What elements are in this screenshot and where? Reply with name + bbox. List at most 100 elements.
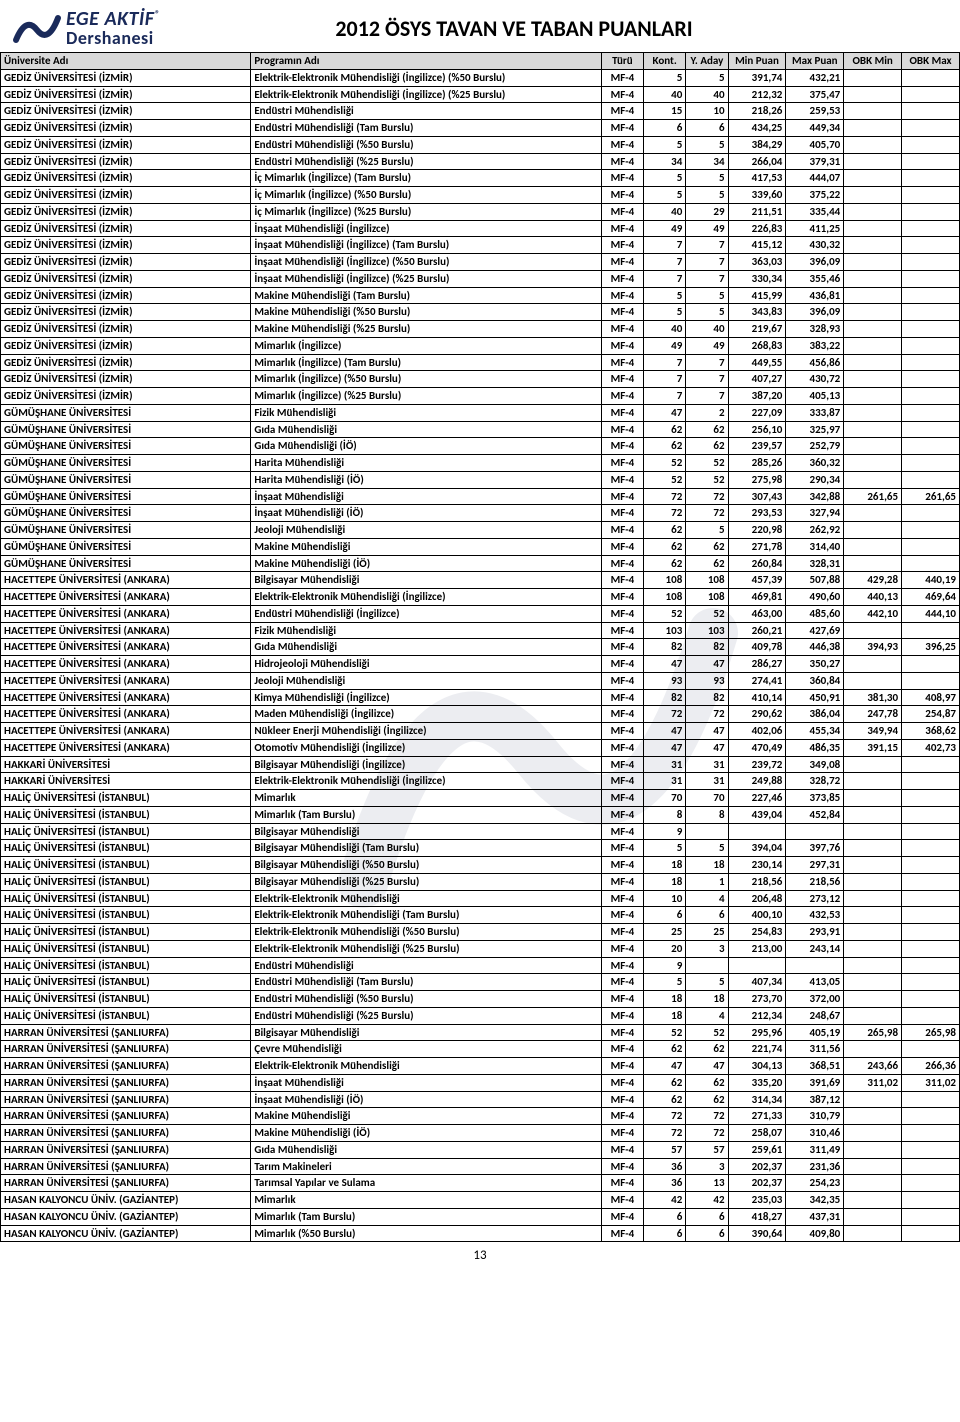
table-cell: 72 [644,488,686,505]
table-cell [902,773,960,790]
table-cell: 339,60 [728,187,786,204]
table-cell: 212,32 [728,86,786,103]
table-cell: HALİÇ ÜNİVERSİTESİ (İSTANBUL) [1,940,251,957]
table-cell: MF-4 [601,672,643,689]
table-cell: Elektrik-Elektronik Mühendisliği (%25 Bu… [251,940,601,957]
table-cell: 18 [644,991,686,1008]
table-row: GEDİZ ÜNİVERSİTESİ (İZMİR)Makine Mühendi… [1,304,960,321]
table-cell [902,873,960,890]
table-cell: 418,27 [728,1208,786,1225]
table-cell: 227,46 [728,790,786,807]
table-cell: HACETTEPE ÜNİVERSİTESİ (ANKARA) [1,622,251,639]
table-cell: Tarım Makineleri [251,1158,601,1175]
table-cell: 440,13 [844,589,902,606]
table-cell: 439,04 [728,806,786,823]
table-cell: 5 [644,170,686,187]
table-cell: 391,74 [728,69,786,86]
table-cell: HACETTEPE ÜNİVERSİTESİ (ANKARA) [1,589,251,606]
table-cell [844,455,902,472]
table-cell: 297,31 [786,857,844,874]
table-cell: HACETTEPE ÜNİVERSİTESİ (ANKARA) [1,572,251,589]
table-cell: İnşaat Mühendisliği [251,1074,601,1091]
table-cell: 5 [686,522,728,539]
table-cell [902,1208,960,1225]
table-cell: GEDİZ ÜNİVERSİTESİ (İZMİR) [1,187,251,204]
table-cell: Kimya Mühendisliği (İngilizce) [251,689,601,706]
table-cell: 82 [686,639,728,656]
table-cell: MF-4 [601,1158,643,1175]
table-cell: Makine Mühendisliği (İÖ) [251,555,601,572]
table-cell: 42 [686,1192,728,1209]
col-universite: Üniversite Adı [1,53,251,70]
table-cell [902,656,960,673]
table-cell: 457,39 [728,572,786,589]
table-cell: Endüstri Mühendisliği (%50 Burslu) [251,991,601,1008]
table-cell: 40 [644,203,686,220]
table-cell: 25 [644,924,686,941]
table-cell: MF-4 [601,957,643,974]
table-cell: 62 [686,421,728,438]
table-cell: 5 [644,136,686,153]
table-cell: GEDİZ ÜNİVERSİTESİ (İZMİR) [1,220,251,237]
table-cell [902,421,960,438]
table-cell: 311,02 [902,1074,960,1091]
table-cell: MF-4 [601,739,643,756]
table-cell [844,857,902,874]
table-cell: HALİÇ ÜNİVERSİTESİ (İSTANBUL) [1,924,251,941]
table-cell: 213,00 [728,940,786,957]
table-cell: Elektrik-Elektronik Mühendisliği (Tam Bu… [251,907,601,924]
table-cell: Bilgisayar Mühendisliği (İngilizce) [251,756,601,773]
table-cell [844,840,902,857]
table-cell [844,505,902,522]
table-cell: MF-4 [601,203,643,220]
table-row: GEDİZ ÜNİVERSİTESİ (İZMİR)İnşaat Mühendi… [1,254,960,271]
table-cell: Mimarlık (İngilizce) (%50 Burslu) [251,371,601,388]
table-cell: 62 [686,1091,728,1108]
table-cell: 57 [686,1141,728,1158]
table-cell: Mimarlık [251,1192,601,1209]
table-cell: 7 [644,270,686,287]
table-cell: 247,78 [844,706,902,723]
table-cell: Gıda Mühendisliği (İÖ) [251,438,601,455]
table-cell: 202,37 [728,1158,786,1175]
table-cell: 375,22 [786,187,844,204]
table-cell: 8 [644,806,686,823]
table-cell: 7 [686,254,728,271]
table-row: GÜMÜŞHANE ÜNİVERSİTESİJeoloji Mühendisli… [1,522,960,539]
table-cell: MF-4 [601,455,643,472]
table-cell: 7 [686,354,728,371]
table-cell: 469,81 [728,589,786,606]
table-cell: MF-4 [601,1208,643,1225]
col-obkmax: OBK Max [902,53,960,70]
table-cell: 202,37 [728,1175,786,1192]
table-cell: 31 [686,756,728,773]
table-cell: HALİÇ ÜNİVERSİTESİ (İSTANBUL) [1,907,251,924]
table-cell: 230,14 [728,857,786,874]
table-cell: 328,72 [786,773,844,790]
table-cell [902,1192,960,1209]
table-row: GEDİZ ÜNİVERSİTESİ (İZMİR)İnşaat Mühendi… [1,270,960,287]
table-cell: 7 [686,237,728,254]
col-program: Programın Adı [251,53,601,70]
table-cell [844,120,902,137]
table-cell: MF-4 [601,153,643,170]
table-cell [844,337,902,354]
table-cell: 4 [686,1007,728,1024]
table-cell: MF-4 [601,1041,643,1058]
table-cell: 72 [686,1108,728,1125]
table-row: HACETTEPE ÜNİVERSİTESİ (ANKARA)Hidrojeol… [1,656,960,673]
table-cell: 405,13 [786,388,844,405]
table-cell: 368,62 [902,723,960,740]
table-cell: 307,43 [728,488,786,505]
table-cell: 304,13 [728,1058,786,1075]
table-cell: 295,96 [728,1024,786,1041]
table-cell [902,974,960,991]
table-row: HACETTEPE ÜNİVERSİTESİ (ANKARA)Endüstri … [1,605,960,622]
table-cell: MF-4 [601,639,643,656]
table-cell: 449,34 [786,120,844,137]
table-cell [902,1141,960,1158]
table-cell [844,270,902,287]
table-cell [844,1125,902,1142]
table-row: GEDİZ ÜNİVERSİTESİ (İZMİR)İç Mimarlık (İ… [1,170,960,187]
table-cell: HARRAN ÜNİVERSİTESİ (ŞANLIURFA) [1,1041,251,1058]
